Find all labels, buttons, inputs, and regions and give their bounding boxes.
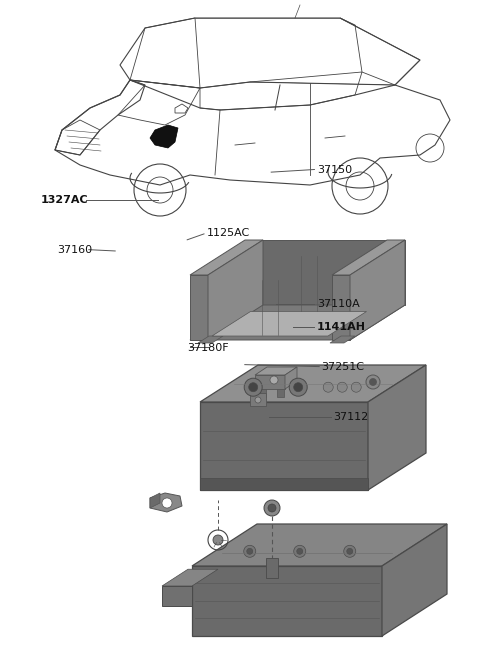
Circle shape — [162, 498, 172, 508]
Circle shape — [244, 378, 262, 396]
Polygon shape — [350, 240, 405, 340]
Polygon shape — [285, 367, 297, 389]
Circle shape — [264, 500, 280, 516]
Circle shape — [351, 382, 361, 392]
Polygon shape — [382, 524, 447, 636]
Polygon shape — [150, 493, 160, 508]
Polygon shape — [245, 240, 405, 305]
Circle shape — [244, 545, 256, 557]
Text: 37110A: 37110A — [317, 298, 360, 309]
Circle shape — [344, 545, 356, 557]
Polygon shape — [259, 389, 266, 397]
Polygon shape — [200, 478, 368, 490]
Circle shape — [323, 382, 333, 392]
Text: 37251C: 37251C — [322, 361, 365, 372]
Text: 37180F: 37180F — [187, 343, 229, 353]
Circle shape — [270, 376, 278, 384]
Polygon shape — [277, 389, 284, 397]
Circle shape — [366, 375, 380, 389]
Polygon shape — [368, 365, 426, 490]
Circle shape — [255, 397, 261, 403]
Polygon shape — [198, 336, 223, 343]
Circle shape — [347, 549, 353, 555]
Circle shape — [337, 382, 347, 392]
Polygon shape — [200, 365, 426, 402]
Circle shape — [268, 504, 276, 512]
Polygon shape — [200, 402, 368, 490]
Polygon shape — [330, 336, 355, 343]
Text: 1141AH: 1141AH — [317, 322, 366, 332]
Polygon shape — [162, 586, 192, 606]
Circle shape — [294, 545, 306, 557]
Polygon shape — [250, 393, 266, 406]
Text: 37112: 37112 — [334, 412, 369, 422]
Polygon shape — [212, 311, 367, 336]
Polygon shape — [332, 240, 405, 275]
Bar — [266, 558, 278, 578]
Polygon shape — [192, 566, 382, 636]
Text: 1327AC: 1327AC — [41, 195, 88, 206]
Text: 37160: 37160 — [58, 244, 93, 255]
Text: 1125AC: 1125AC — [206, 227, 250, 238]
Polygon shape — [255, 375, 285, 389]
Text: 37150: 37150 — [317, 164, 352, 175]
Polygon shape — [208, 240, 263, 340]
Polygon shape — [192, 524, 447, 566]
Circle shape — [213, 535, 223, 545]
Polygon shape — [150, 125, 178, 148]
Polygon shape — [190, 275, 208, 340]
Polygon shape — [332, 275, 350, 340]
Circle shape — [249, 382, 258, 392]
Circle shape — [370, 378, 376, 386]
Circle shape — [247, 549, 253, 555]
Circle shape — [297, 549, 303, 555]
Polygon shape — [162, 569, 218, 586]
Polygon shape — [190, 240, 263, 275]
Polygon shape — [255, 367, 297, 375]
Polygon shape — [150, 493, 182, 512]
Circle shape — [294, 382, 303, 392]
Circle shape — [289, 378, 307, 396]
Polygon shape — [190, 305, 405, 340]
